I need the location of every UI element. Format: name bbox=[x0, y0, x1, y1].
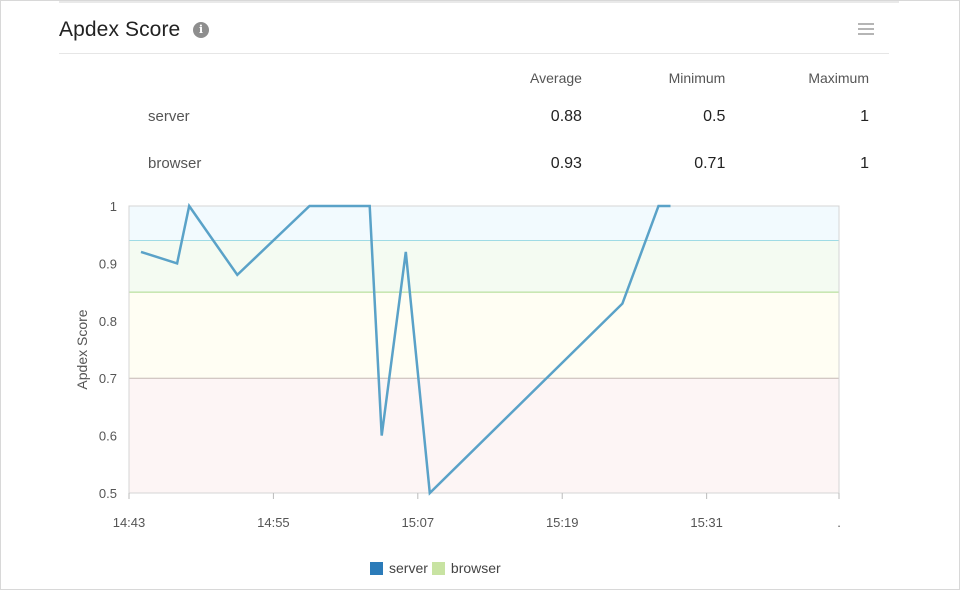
y-tick-label: 1 bbox=[110, 199, 117, 214]
browser-maximum: 1 bbox=[860, 154, 869, 172]
plot-area-border bbox=[128, 205, 840, 494]
x-tick-label: 14:55 bbox=[257, 515, 290, 530]
stats-header-minimum: Minimum bbox=[668, 70, 726, 86]
y-axis-title: Apdex Score bbox=[74, 309, 90, 389]
panel-header: Apdex Score i bbox=[59, 15, 889, 54]
table-row: server 0.88 0.5 1 bbox=[131, 93, 879, 140]
apdex-band-0 bbox=[129, 206, 839, 241]
info-icon[interactable]: i bbox=[193, 22, 209, 38]
y-tick-label: 0.9 bbox=[99, 256, 117, 271]
browser-average: 0.93 bbox=[550, 154, 582, 172]
server-minimum: 0.5 bbox=[703, 107, 726, 125]
apdex-band-2 bbox=[129, 292, 839, 379]
row-label-browser: browser bbox=[148, 155, 202, 172]
chart-legend: server browser bbox=[370, 560, 505, 576]
legend-swatch-server bbox=[370, 561, 383, 575]
server-average: 0.88 bbox=[550, 107, 582, 125]
legend-label-server: server bbox=[389, 560, 428, 576]
legend-swatch-browser bbox=[431, 561, 445, 575]
x-tick-label: 14:43 bbox=[113, 515, 146, 530]
top-divider bbox=[59, 1, 899, 3]
browser-minimum: 0.71 bbox=[694, 154, 726, 172]
hamburger-menu-icon[interactable] bbox=[858, 23, 874, 36]
legend-item-server[interactable]: server bbox=[370, 560, 428, 576]
stats-header-average: Average bbox=[530, 70, 582, 86]
apdex-band-1 bbox=[129, 240, 839, 293]
x-tick-label: . bbox=[837, 515, 841, 530]
row-label-server: server bbox=[148, 108, 190, 125]
series-line-server bbox=[140, 202, 671, 496]
legend-label-browser: browser bbox=[450, 560, 501, 576]
server-maximum: 1 bbox=[860, 107, 869, 125]
x-tick-label: 15:07 bbox=[402, 515, 435, 530]
stats-header-row: Average Minimum Maximum bbox=[131, 63, 879, 93]
y-tick-label: 0.5 bbox=[99, 486, 117, 501]
apdex-band-3 bbox=[129, 378, 839, 493]
table-row: browser 0.93 0.71 1 bbox=[131, 140, 879, 187]
y-tick-label: 0.8 bbox=[99, 314, 117, 329]
y-tick-label: 0.7 bbox=[99, 371, 117, 386]
legend-item-browser[interactable]: browser bbox=[431, 560, 501, 576]
stats-header-maximum: Maximum bbox=[808, 70, 869, 86]
apdex-stats-table: Average Minimum Maximum server 0.88 0.5 … bbox=[131, 63, 879, 187]
x-tick-label: 15:31 bbox=[690, 515, 723, 530]
page-title: Apdex Score bbox=[59, 18, 181, 41]
x-tick-label: 15:19 bbox=[546, 515, 579, 530]
y-tick-label: 0.6 bbox=[99, 429, 117, 444]
